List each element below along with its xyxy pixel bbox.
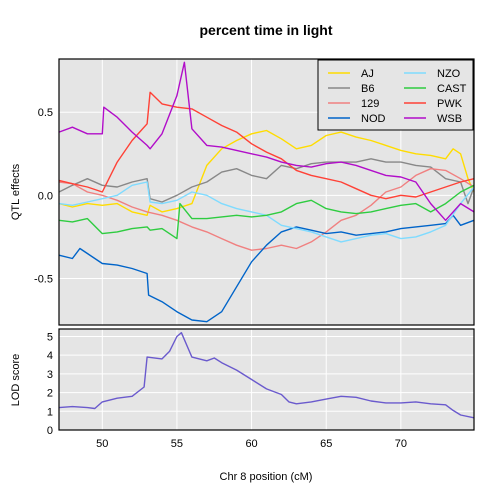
legend-label-b6: B6 — [361, 83, 374, 95]
effects-y-tick-label: 0.0 — [38, 190, 53, 202]
legend-label-129: 129 — [361, 98, 379, 110]
effects-series-line-aj — [58, 129, 475, 216]
x-tick-label: 70 — [395, 438, 407, 450]
chart-title: percent time in light — [199, 22, 332, 38]
effects-series-line-pwk — [58, 91, 475, 200]
effects-y-axis-label: QTL effects — [10, 163, 22, 220]
legend-label-nzo: NZO — [437, 68, 461, 80]
effects-series-line-nod — [58, 214, 475, 323]
effects-series-line-nzo — [58, 181, 475, 243]
x-tick-label: 60 — [245, 438, 257, 450]
lod-y-axis-label: LOD score — [10, 354, 22, 407]
x-tick-label: 55 — [171, 438, 183, 450]
effects-series-line-cast — [58, 184, 475, 240]
lod-plot-background — [59, 329, 474, 430]
effects-y-tick-label: -0.5 — [34, 273, 53, 285]
x-axis-label: Chr 8 position (cM) — [220, 471, 313, 483]
effects-series-line-b6 — [58, 158, 475, 205]
legend-label-pwk: PWK — [437, 98, 463, 110]
legend-label-wsb: WSB — [437, 113, 462, 125]
lod-series-lines — [58, 332, 475, 419]
effects-series-lines — [58, 61, 475, 323]
lod-y-tick-label: 2 — [47, 388, 53, 400]
legend: AJ B6 129 NOD NZO CAST PWK WSB — [317, 59, 474, 131]
lod-y-tick-label: 5 — [47, 331, 53, 343]
x-tick-label: 65 — [320, 438, 332, 450]
lod-y-tick-label: 1 — [47, 406, 53, 418]
legend-box — [317, 59, 474, 131]
legend-label-aj: AJ — [361, 68, 374, 80]
lod-y-tick-label: 4 — [47, 350, 53, 362]
effects-y-tick-label: 0.5 — [38, 107, 53, 119]
effects-y-ticks: -0.5 0.0 0.5 — [34, 107, 53, 285]
lod-series-line-lod — [58, 332, 475, 419]
legend-label-cast: CAST — [437, 83, 467, 95]
legend-label-nod: NOD — [361, 113, 386, 125]
lod-panel: 0 1 2 3 4 5 LOD score — [10, 328, 475, 437]
lod-y-tick-label: 3 — [47, 369, 53, 381]
lod-y-tick-label: 0 — [47, 425, 53, 437]
effects-series-line-wsb — [58, 61, 475, 221]
lod-y-ticks: 0 1 2 3 4 5 — [47, 331, 53, 437]
lod-plot-frame — [58, 328, 475, 431]
effects-plot-frame — [58, 58, 475, 326]
x-ticks: 50 55 60 65 70 — [96, 438, 407, 450]
effects-series-line-129 — [58, 168, 475, 251]
x-tick-label: 50 — [96, 438, 108, 450]
